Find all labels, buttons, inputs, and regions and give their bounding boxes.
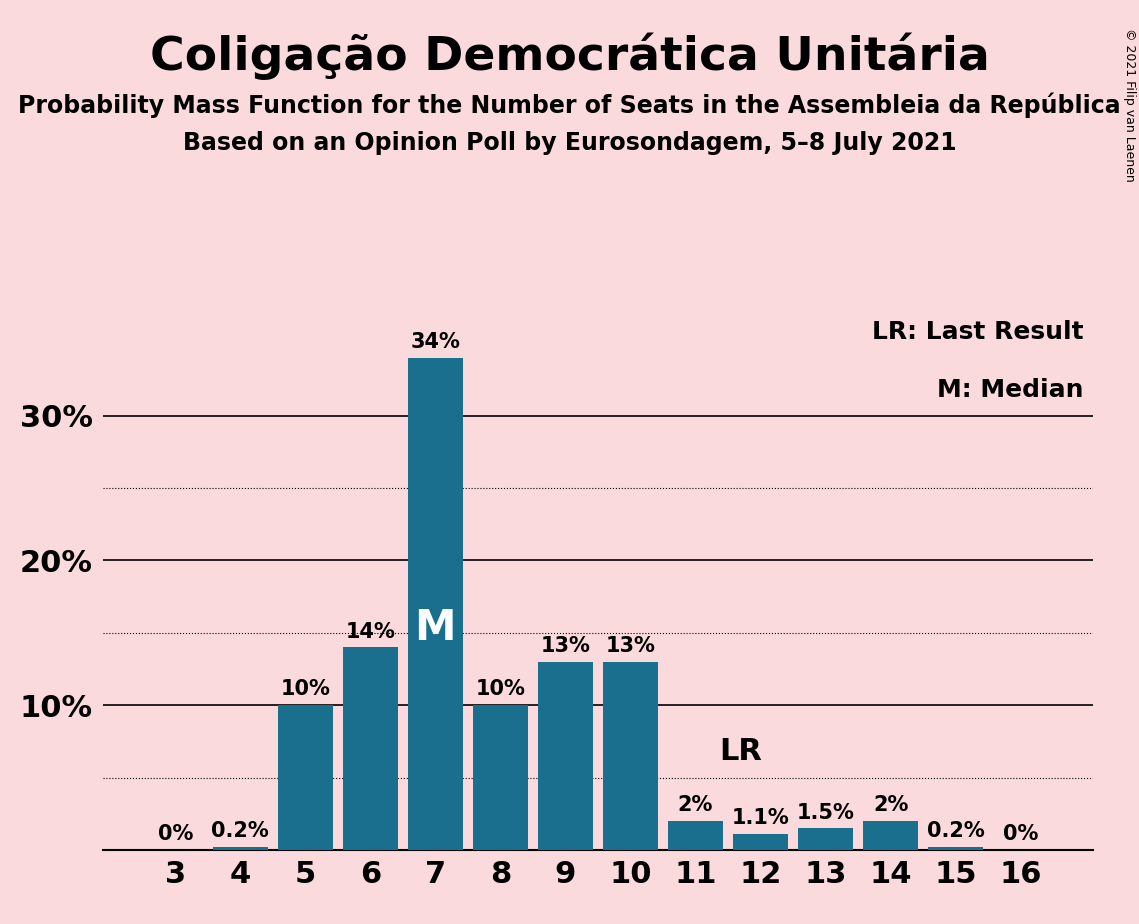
Text: 14%: 14% bbox=[345, 622, 395, 641]
Bar bbox=[473, 705, 528, 850]
Bar bbox=[667, 821, 723, 850]
Text: 10%: 10% bbox=[280, 679, 330, 699]
Text: 0.2%: 0.2% bbox=[212, 821, 269, 842]
Bar bbox=[213, 847, 268, 850]
Text: Probability Mass Function for the Number of Seats in the Assembleia da República: Probability Mass Function for the Number… bbox=[18, 92, 1121, 118]
Text: 34%: 34% bbox=[410, 332, 460, 352]
Text: 1.1%: 1.1% bbox=[731, 808, 789, 828]
Text: Coligação Democrática Unitária: Coligação Democrática Unitária bbox=[149, 32, 990, 79]
Text: M: M bbox=[415, 607, 456, 650]
Bar bbox=[408, 358, 464, 850]
Text: 2%: 2% bbox=[872, 796, 909, 815]
Bar bbox=[928, 847, 983, 850]
Bar bbox=[278, 705, 333, 850]
Text: 13%: 13% bbox=[606, 636, 655, 656]
Bar bbox=[603, 662, 658, 850]
Text: LR: LR bbox=[720, 737, 762, 766]
Text: LR: Last Result: LR: Last Result bbox=[872, 320, 1083, 344]
Bar bbox=[538, 662, 593, 850]
Text: M: Median: M: Median bbox=[937, 379, 1083, 403]
Text: 2%: 2% bbox=[678, 796, 713, 815]
Text: 10%: 10% bbox=[475, 679, 525, 699]
Bar bbox=[863, 821, 918, 850]
Text: 1.5%: 1.5% bbox=[796, 803, 854, 822]
Text: 0%: 0% bbox=[157, 824, 192, 845]
Text: Based on an Opinion Poll by Eurosondagem, 5–8 July 2021: Based on an Opinion Poll by Eurosondagem… bbox=[182, 131, 957, 155]
Text: 0.2%: 0.2% bbox=[927, 821, 984, 842]
Bar bbox=[798, 828, 853, 850]
Text: 13%: 13% bbox=[541, 636, 590, 656]
Bar bbox=[732, 834, 788, 850]
Bar bbox=[343, 648, 398, 850]
Text: 0%: 0% bbox=[1003, 824, 1039, 845]
Text: © 2021 Filip van Laenen: © 2021 Filip van Laenen bbox=[1123, 28, 1136, 181]
